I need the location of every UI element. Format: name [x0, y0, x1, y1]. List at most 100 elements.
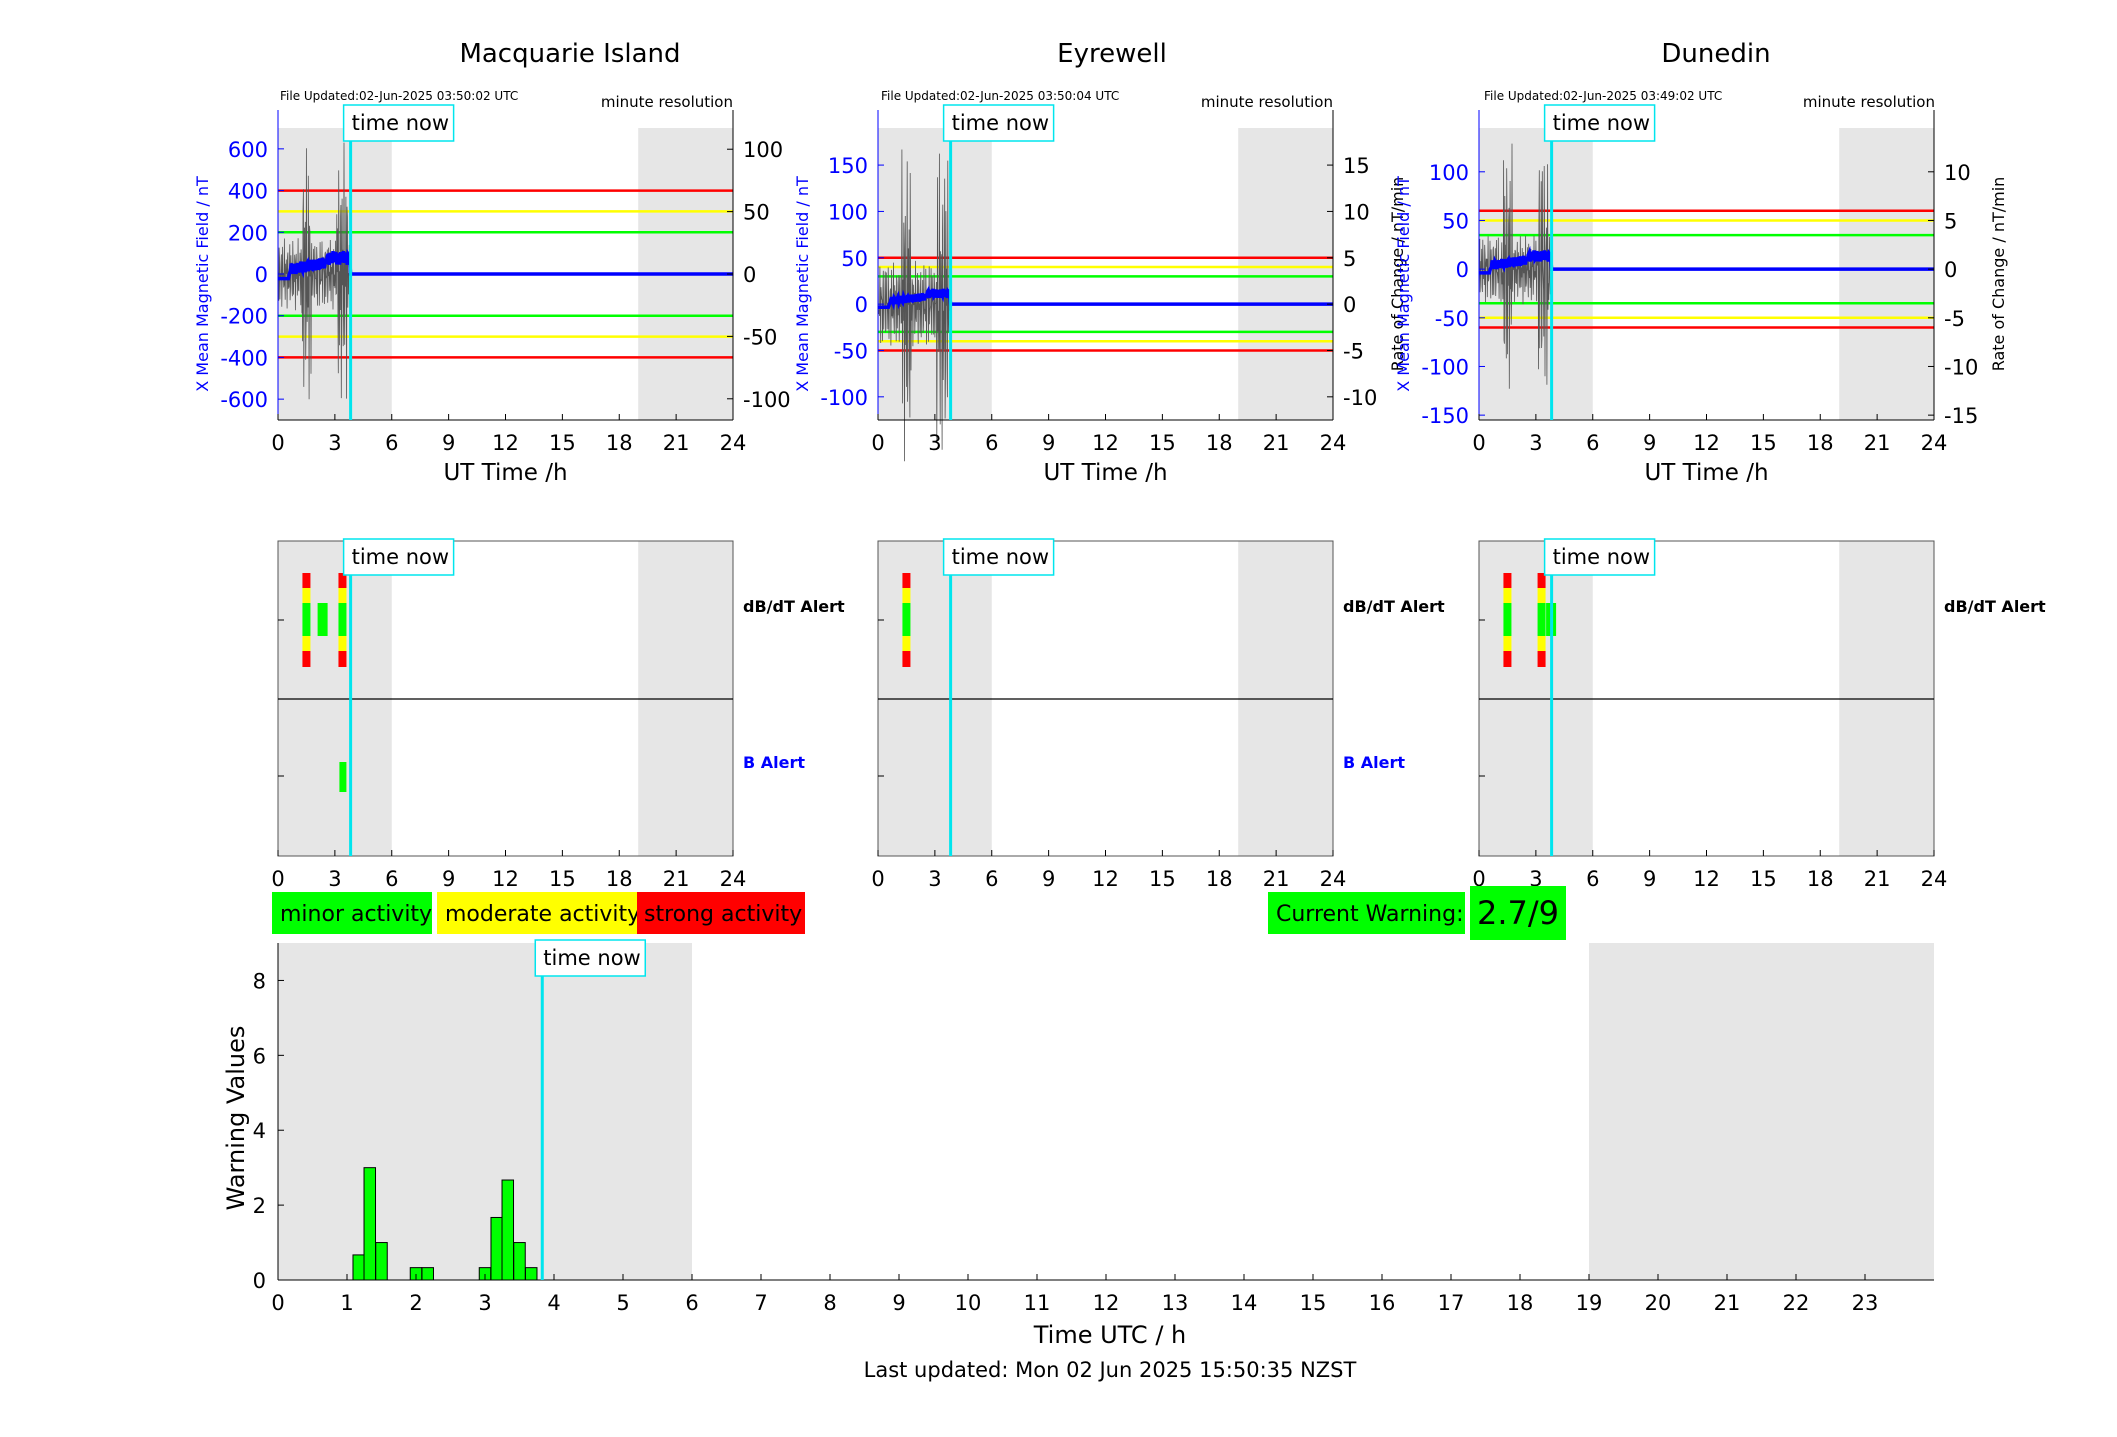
left-axis-label: X Mean Magnetic Field / nT: [1394, 176, 1413, 392]
dbdt-alert-red-segment: [902, 651, 911, 667]
left-tick-label: -100: [1421, 355, 1469, 379]
alert-plot: dB/dT Alert B Alert 0 3 6 9 12 15 18 21 24 time now: [871, 538, 1445, 891]
x-tick-label: 11: [1024, 1291, 1051, 1315]
dbdt-alert-yellow-segment: [302, 636, 311, 651]
x-tick-label: 18: [1507, 1291, 1534, 1315]
time-now-label: time now: [952, 545, 1049, 569]
x-axis-label: UT Time /h: [1644, 460, 1768, 486]
station-panel-dunedin: Dunedin File Updated:02-Jun-2025 03:49:0…: [1394, 39, 2046, 891]
x-tick-label: 18: [1206, 431, 1233, 455]
x-tick-label: 0: [271, 431, 284, 455]
file-updated-text: File Updated:02-Jun-2025 03:50:02 UTC: [280, 89, 518, 103]
right-tick-label: -100: [743, 388, 791, 412]
x-tick-label: 24: [720, 431, 747, 455]
x-tick-label: 14: [1231, 1291, 1258, 1315]
activity-legend: minor activity moderate activity strong …: [272, 892, 805, 934]
time-now-box: [1543, 104, 1656, 142]
x-tick-label: 15: [1750, 867, 1777, 891]
dbdt-alert-red-segment: [302, 651, 311, 667]
x-tick-label: 18: [1807, 867, 1834, 891]
right-tick-label: -15: [1944, 404, 1978, 428]
dbdt-alert-red-segment: [338, 573, 347, 588]
b-alert-green-segment: [339, 762, 347, 792]
x-tick-label: 15: [549, 867, 576, 891]
x-tick-label: 18: [1807, 431, 1834, 455]
x-tick-label: 19: [1576, 1291, 1603, 1315]
left-axis-label: X Mean Magnetic Field / nT: [193, 176, 212, 392]
right-tick-label: 0: [743, 263, 756, 287]
dbdt-alert-yellow-segment: [302, 588, 311, 603]
x-tick-label: 10: [955, 1291, 982, 1315]
x-tick-label: 13: [1162, 1291, 1189, 1315]
dbdt-alert-red-segment: [902, 573, 911, 588]
legend-minor-swatch: [272, 892, 432, 934]
file-updated-text: File Updated:02-Jun-2025 03:50:04 UTC: [881, 89, 1119, 103]
alert-plot: dB/dT Alert 0 3 6 9 12 15 18 21 24 time now: [1472, 538, 2046, 891]
left-tick-label: 100: [1429, 161, 1469, 185]
dbdt-alert-red-segment: [1537, 651, 1546, 667]
right-tick-label: 0: [1944, 258, 1957, 282]
left-tick-label: 600: [228, 138, 268, 162]
x-tick-label: 23: [1852, 1291, 1879, 1315]
dbdt-alert-red-segment: [302, 573, 311, 588]
x-tick-label: 3: [1529, 431, 1542, 455]
right-tick-label: -10: [1944, 355, 1978, 379]
warning-bar: [363, 1167, 377, 1281]
left-tick-label: -50: [834, 339, 868, 363]
left-axis-label: X Mean Magnetic Field / nT: [793, 176, 812, 392]
warning-bar: [375, 1242, 388, 1281]
warning-bar: [421, 1267, 434, 1281]
right-tick-label: 50: [743, 201, 770, 225]
x-tick-label: 0: [271, 867, 284, 891]
right-tick-label: 10: [1944, 161, 1971, 185]
night-shade: [1839, 128, 1934, 420]
x-tick-label: 20: [1645, 1291, 1672, 1315]
dbdt-alert-label: dB/dT Alert: [1343, 597, 1445, 616]
x-tick-label: 3: [1529, 867, 1542, 891]
x-tick-label: 24: [1320, 867, 1347, 891]
left-tick-label: 0: [1456, 258, 1469, 282]
legend-moderate-swatch: [437, 892, 637, 934]
time-now-box: [342, 104, 455, 142]
time-now-label: time now: [543, 946, 640, 970]
x-tick-label: 0: [271, 1291, 284, 1315]
x-tick-label: 6: [385, 867, 398, 891]
y-tick-label: 0: [253, 1269, 266, 1293]
x-tick-label: 24: [1320, 431, 1347, 455]
x-tick-label: 12: [1693, 867, 1720, 891]
x-tick-label: 4: [547, 1291, 560, 1315]
x-tick-label: 21: [663, 431, 690, 455]
right-axis-label: Rate of Change / nT/min: [1388, 177, 1407, 372]
time-now-label: time now: [352, 111, 449, 135]
current-warning-label: Current Warning:: [1276, 902, 1463, 927]
station-panel-macquarie: Macquarie Island File Updated:02-Jun-202…: [193, 39, 845, 891]
dbdt-alert-green-segment: [317, 603, 328, 636]
station-title: Macquarie Island: [459, 39, 680, 69]
x-tick-label: 12: [1092, 431, 1119, 455]
station-title: Dunedin: [1661, 39, 1770, 69]
right-tick-label: 0: [1343, 293, 1356, 317]
x-tick-label: 24: [1921, 431, 1948, 455]
station-title: Eyrewell: [1057, 39, 1167, 69]
warning-bar: [352, 1254, 365, 1281]
left-tick-label: -100: [820, 386, 868, 410]
current-warning-value-box: [1470, 886, 1566, 940]
x-tick-label: 21: [663, 867, 690, 891]
warning-bar: [524, 1267, 538, 1281]
left-tick-label: 50: [841, 247, 868, 271]
x-tick-label: 7: [754, 1291, 767, 1315]
right-tick-label: 100: [743, 138, 783, 162]
mean-field-trace: [278, 248, 733, 281]
right-tick-label: 15: [1343, 154, 1370, 178]
time-now-label: time now: [1553, 545, 1650, 569]
mean-field-trace: [878, 285, 1333, 311]
x-tick-label: 6: [385, 431, 398, 455]
right-tick-label: -50: [743, 325, 777, 349]
left-tick-label: -150: [1421, 404, 1469, 428]
resolution-text: minute resolution: [601, 93, 733, 111]
dbdt-alert-green-segment: [1503, 603, 1512, 636]
current-warning-value: 2.7/9: [1477, 894, 1559, 932]
resolution-text: minute resolution: [1803, 93, 1935, 111]
x-tick-label: 9: [1042, 867, 1055, 891]
y-tick-label: 2: [253, 1194, 266, 1218]
